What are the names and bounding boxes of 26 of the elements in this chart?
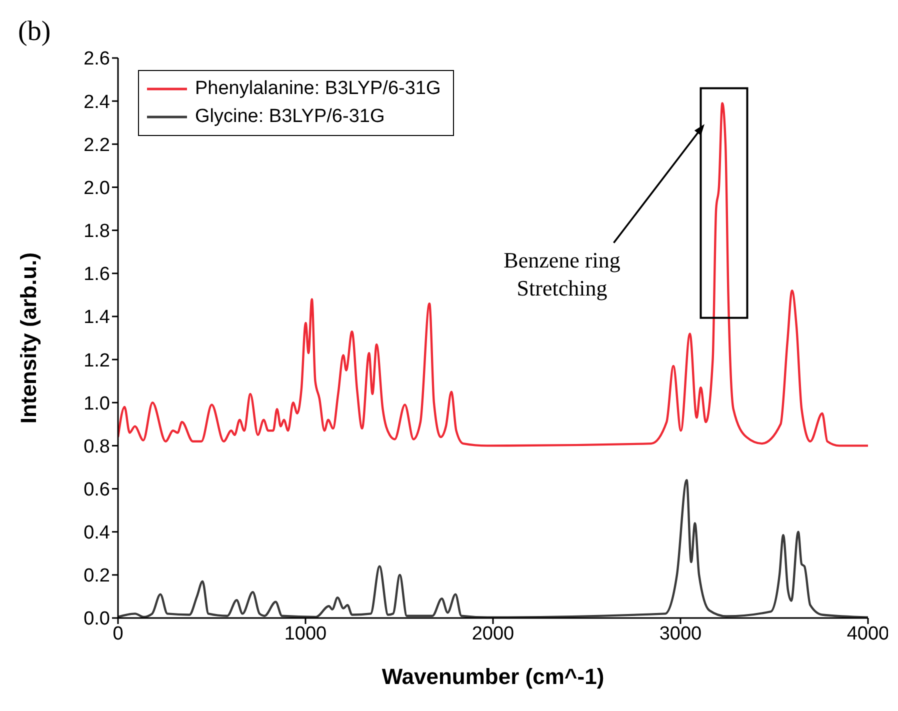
- y-axis-title: Intensity (arb.u.): [16, 252, 41, 424]
- y-tick-label: 0.0: [84, 608, 110, 630]
- y-tick-label: 2.0: [84, 178, 110, 199]
- x-tick-label: 2000: [472, 623, 514, 644]
- chart-title: (b): [18, 16, 51, 47]
- legend-label: Glycine: B3LYP/6-31G: [195, 105, 385, 129]
- y-tick-label: 0.6: [84, 480, 110, 501]
- x-tick-label: 0: [112, 623, 124, 644]
- y-tick-label: 0.2: [84, 566, 110, 587]
- y-tick-label: 1.2: [84, 350, 110, 372]
- annotation: Benzene ring Stretching: [504, 247, 620, 300]
- line-series: [118, 102, 868, 447]
- y-tick-label: 1.8: [84, 221, 110, 242]
- y-tick-label: 1.4: [84, 307, 110, 328]
- y-tick-label: 2.4: [84, 92, 110, 113]
- y-tick-label: 2.6: [84, 48, 110, 70]
- y-tick-label: 0.8: [84, 436, 110, 458]
- y-tick-label: 0.4: [84, 522, 110, 544]
- x-tick-label: 1000: [284, 623, 327, 644]
- y-tick-label: 1.6: [84, 264, 110, 286]
- y-tick-label: 1.0: [84, 393, 110, 414]
- y-tick-label: 2.2: [84, 134, 110, 156]
- x-tick-label: 4000: [846, 623, 890, 644]
- x-axis-title: Wavenumber (cm^-1): [382, 664, 604, 689]
- x-tick-label: 3000: [659, 623, 702, 644]
- legend-label: Phenylalanine: B3LYP/6-31G: [195, 77, 441, 101]
